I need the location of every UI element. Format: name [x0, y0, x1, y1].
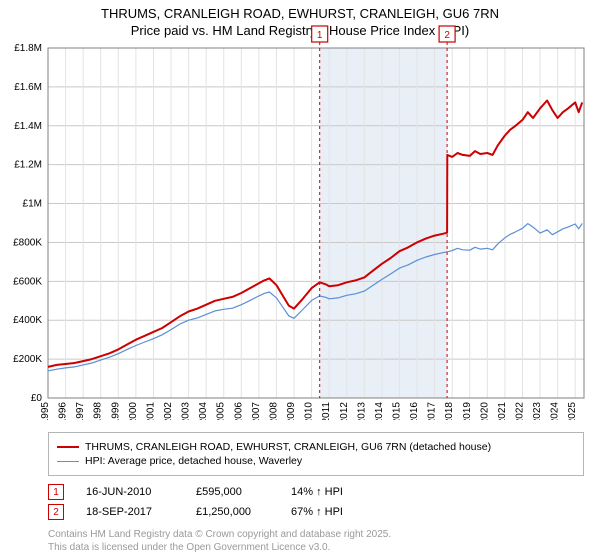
svg-text:2012: 2012: [339, 402, 350, 420]
svg-text:2022: 2022: [514, 402, 525, 420]
svg-text:£200K: £200K: [13, 354, 42, 365]
legend-label: THRUMS, CRANLEIGH ROAD, EWHURST, CRANLEI…: [85, 441, 491, 453]
sale-date: 18-SEP-2017: [86, 506, 196, 518]
svg-text:£1.8M: £1.8M: [14, 43, 42, 54]
svg-text:2007: 2007: [251, 402, 262, 420]
sales-table: 1 16-JUN-2010£595,00014% ↑ HPI 2 18-SEP-201…: [48, 480, 386, 524]
chart-container: THRUMS, CRANLEIGH ROAD, EWHURST, CRANLEI…: [0, 0, 600, 560]
svg-text:2020: 2020: [479, 402, 490, 420]
legend: THRUMS, CRANLEIGH ROAD, EWHURST, CRANLEI…: [48, 432, 584, 476]
svg-text:2010: 2010: [304, 402, 315, 420]
svg-text:2002: 2002: [163, 402, 174, 420]
svg-text:2024: 2024: [550, 402, 561, 420]
svg-text:2003: 2003: [181, 402, 192, 420]
sale-date: 16-JUN-2010: [86, 486, 196, 498]
svg-text:2021: 2021: [497, 402, 508, 420]
footnote-line1: Contains HM Land Registry data © Crown c…: [48, 528, 391, 541]
svg-text:£1.4M: £1.4M: [14, 121, 42, 132]
svg-text:1998: 1998: [93, 402, 104, 420]
svg-text:£800K: £800K: [13, 237, 42, 248]
sale-diff: 14% ↑ HPI: [291, 486, 386, 498]
svg-text:2000: 2000: [128, 402, 139, 420]
svg-text:2008: 2008: [268, 402, 279, 420]
svg-text:2009: 2009: [286, 402, 297, 420]
svg-text:1996: 1996: [58, 402, 69, 420]
svg-text:2013: 2013: [356, 402, 367, 420]
svg-text:£1.6M: £1.6M: [14, 82, 42, 93]
sale-row: 2 18-SEP-2017£1,250,00067% ↑ HPI: [48, 504, 386, 520]
sale-price: £1,250,000: [196, 506, 291, 518]
legend-item: THRUMS, CRANLEIGH ROAD, EWHURST, CRANLEI…: [57, 441, 575, 453]
svg-text:2018: 2018: [444, 402, 455, 420]
footnote: Contains HM Land Registry data © Crown c…: [48, 528, 391, 554]
svg-text:2015: 2015: [391, 402, 402, 420]
svg-text:2: 2: [444, 30, 450, 41]
svg-text:2023: 2023: [532, 402, 543, 420]
svg-text:2006: 2006: [233, 402, 244, 420]
svg-text:£400K: £400K: [13, 315, 42, 326]
svg-text:£1M: £1M: [23, 199, 42, 210]
svg-text:1995: 1995: [40, 402, 51, 420]
sale-marker: 1: [48, 484, 64, 500]
svg-text:2016: 2016: [409, 402, 420, 420]
legend-label: HPI: Average price, detached house, Wave…: [85, 455, 302, 467]
sale-row: 1 16-JUN-2010£595,00014% ↑ HPI: [48, 484, 386, 500]
legend-item: HPI: Average price, detached house, Wave…: [57, 455, 575, 467]
svg-text:2001: 2001: [145, 402, 156, 420]
legend-swatch: [57, 461, 79, 462]
svg-text:1999: 1999: [110, 402, 121, 420]
svg-text:2019: 2019: [462, 402, 473, 420]
svg-text:2017: 2017: [427, 402, 438, 420]
sale-price: £595,000: [196, 486, 291, 498]
sale-diff: 67% ↑ HPI: [291, 506, 386, 518]
svg-text:£600K: £600K: [13, 276, 42, 287]
svg-text:2025: 2025: [567, 402, 578, 420]
svg-text:2014: 2014: [374, 402, 385, 420]
svg-text:1: 1: [317, 30, 323, 41]
sale-marker: 2: [48, 504, 64, 520]
svg-text:2011: 2011: [321, 402, 332, 420]
svg-text:2004: 2004: [198, 402, 209, 420]
line-chart: £0£200K£400K£600K£800K£1M£1.2M£1.4M£1.6M…: [0, 0, 600, 420]
footnote-line2: This data is licensed under the Open Gov…: [48, 541, 391, 554]
svg-text:2005: 2005: [216, 402, 227, 420]
svg-text:£1.2M: £1.2M: [14, 160, 42, 171]
svg-text:1997: 1997: [75, 402, 86, 420]
legend-swatch: [57, 446, 79, 448]
